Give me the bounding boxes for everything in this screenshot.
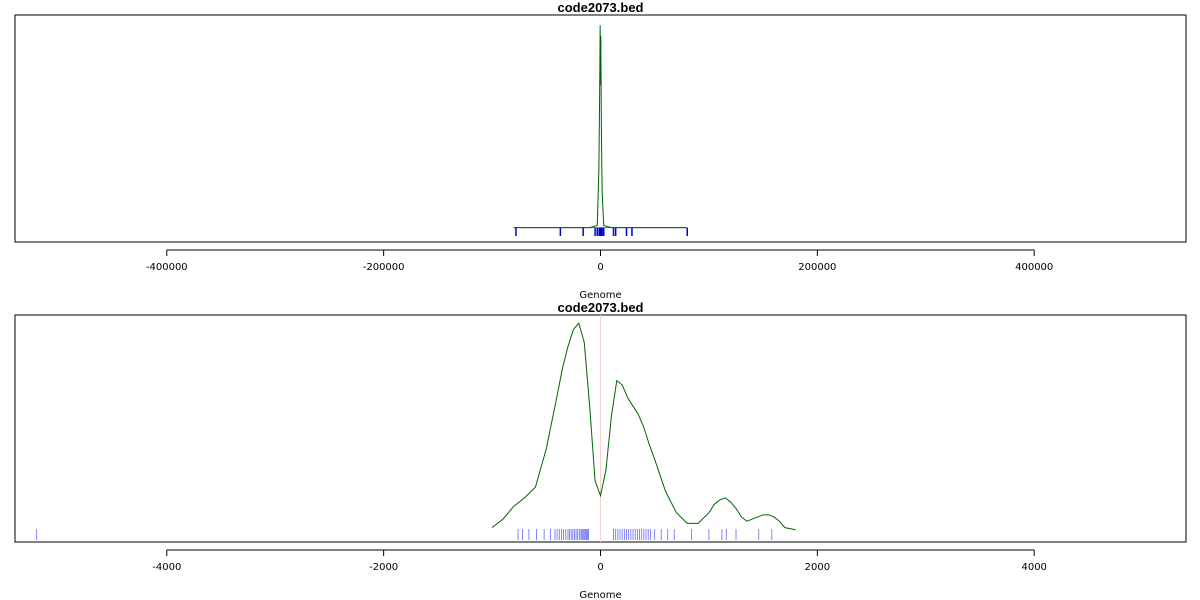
panel2-x-tick-label-4: 4000: [1021, 562, 1046, 573]
panel2-x-axis-label: Genome: [579, 590, 621, 600]
panel2-x-tick-label-1: -2000: [369, 562, 398, 573]
panel2-x-tick-label-0: -4000: [152, 562, 181, 573]
panel1-x-tick-label-0: -400000: [146, 262, 188, 273]
panel1-x-axis-label: Genome: [579, 290, 621, 301]
panel1-chart-title: code2073.bed: [558, 0, 644, 15]
panel1-x-tick-label-1: -200000: [363, 262, 405, 273]
panel1-x-tick-label-3: 200000: [798, 262, 836, 273]
panel2-x-tick-label-2: 0: [597, 562, 603, 573]
panel2-chart-title: code2073.bed: [558, 300, 644, 315]
panel1-x-tick-label-4: 400000: [1015, 262, 1053, 273]
panel2-density-line-0: [491, 322, 796, 531]
panel1-x-tick-label-2: 0: [597, 262, 603, 273]
panel1-plot-frame: [14, 14, 1187, 243]
panel1-density-line-0: [513, 25, 688, 229]
panel2-x-tick-label-3: 2000: [805, 562, 830, 573]
